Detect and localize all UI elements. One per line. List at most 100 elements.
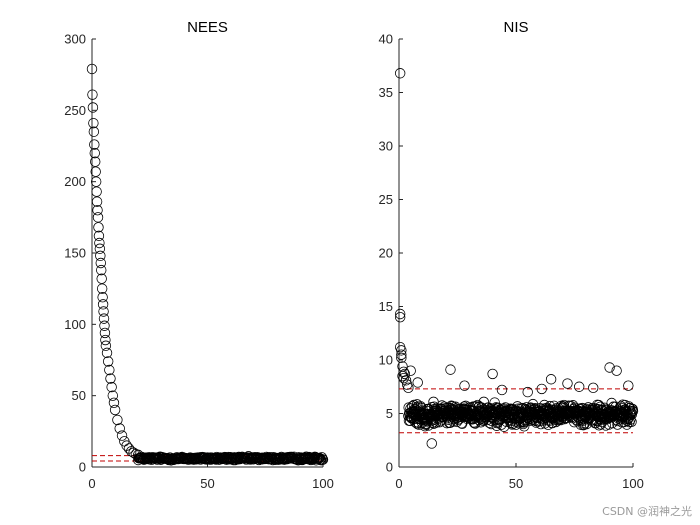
data-point bbox=[394, 308, 406, 320]
data-point bbox=[396, 345, 407, 356]
data-point bbox=[90, 166, 101, 177]
data-point bbox=[112, 414, 123, 426]
data-point bbox=[92, 212, 104, 223]
data-point bbox=[100, 340, 112, 351]
data-point bbox=[445, 364, 456, 375]
watermark: CSDN @润神之光 bbox=[602, 505, 692, 518]
x-tick-label: 100 bbox=[622, 476, 644, 491]
data-point bbox=[562, 378, 573, 389]
data-point bbox=[93, 222, 104, 233]
x-tick-label: 50 bbox=[200, 476, 214, 491]
y-tick-label: 30 bbox=[379, 139, 393, 154]
data-point bbox=[96, 283, 108, 294]
data-point bbox=[94, 243, 106, 254]
data-point bbox=[96, 273, 107, 284]
data-point bbox=[105, 373, 116, 384]
data-point bbox=[623, 380, 634, 391]
data-point bbox=[626, 416, 637, 427]
data-point bbox=[604, 362, 615, 373]
y-tick-label: 200 bbox=[64, 174, 86, 189]
chart-title: NIS bbox=[503, 19, 528, 36]
data-point bbox=[536, 383, 547, 395]
data-point bbox=[405, 365, 416, 376]
data-point bbox=[412, 377, 423, 388]
data-point bbox=[100, 334, 111, 346]
data-point bbox=[104, 364, 115, 376]
data-point bbox=[96, 264, 107, 276]
data-point bbox=[93, 230, 105, 242]
data-point bbox=[109, 404, 121, 416]
data-point bbox=[94, 237, 105, 249]
y-tick-label: 10 bbox=[379, 353, 393, 368]
data-point bbox=[588, 382, 599, 394]
data-point bbox=[400, 375, 412, 386]
data-point bbox=[116, 430, 128, 441]
data-point bbox=[97, 292, 108, 303]
data-point bbox=[627, 405, 639, 417]
data-point bbox=[403, 382, 414, 394]
data-point bbox=[573, 381, 585, 392]
y-tick-label: 50 bbox=[72, 388, 86, 403]
data-point bbox=[496, 384, 508, 396]
data-point bbox=[416, 402, 427, 414]
data-point bbox=[89, 147, 100, 159]
data-point bbox=[459, 380, 470, 391]
data-point bbox=[398, 372, 409, 384]
data-point bbox=[498, 421, 510, 432]
y-tick-label: 150 bbox=[64, 246, 86, 261]
data-point bbox=[101, 347, 113, 359]
data-point bbox=[108, 397, 120, 409]
data-point bbox=[399, 368, 411, 380]
data-point bbox=[396, 349, 407, 360]
data-point bbox=[88, 126, 100, 137]
data-point bbox=[92, 204, 103, 216]
data-point bbox=[99, 320, 110, 331]
y-tick-label: 25 bbox=[379, 192, 393, 207]
data-point bbox=[522, 386, 533, 398]
y-tick-label: 5 bbox=[386, 406, 393, 421]
data-point bbox=[90, 156, 101, 167]
data-point bbox=[98, 313, 110, 324]
y-tick-label: 0 bbox=[79, 460, 86, 475]
data-point bbox=[89, 139, 100, 150]
data-point bbox=[91, 196, 103, 207]
nees-plot: 0 50 100 150 200 250 300 0 50 100 NEES bbox=[64, 19, 334, 491]
y-tick-label: 15 bbox=[379, 299, 393, 314]
y-tick-label: 300 bbox=[64, 32, 86, 47]
data-point bbox=[99, 327, 111, 339]
data-point bbox=[90, 176, 102, 187]
data-point bbox=[107, 390, 118, 401]
chart-title: NEES bbox=[187, 19, 228, 36]
y-tick-label: 20 bbox=[379, 246, 393, 261]
data-point bbox=[95, 250, 106, 262]
data-point bbox=[545, 374, 557, 385]
data-point bbox=[396, 352, 407, 364]
data-point bbox=[317, 454, 329, 465]
x-tick-label: 0 bbox=[88, 476, 95, 491]
x-tick-label: 100 bbox=[312, 476, 334, 491]
data-point bbox=[487, 368, 498, 380]
y-tick-label: 40 bbox=[379, 32, 393, 47]
data-point bbox=[394, 68, 406, 79]
nis-plot: 0 5 10 15 20 25 30 35 40 0 50 100 NIS bbox=[379, 19, 644, 491]
data-point bbox=[88, 117, 99, 129]
data-point bbox=[97, 299, 109, 310]
data-point bbox=[87, 89, 98, 100]
data-point bbox=[426, 438, 437, 449]
data-point bbox=[95, 257, 106, 269]
x-tick-label: 0 bbox=[395, 476, 402, 491]
data-point bbox=[394, 312, 406, 323]
data-point bbox=[273, 454, 284, 466]
data-point bbox=[114, 423, 125, 434]
data-point bbox=[87, 102, 99, 113]
data-point bbox=[102, 356, 114, 367]
y-tick-label: 100 bbox=[64, 317, 86, 332]
y-tick-label: 250 bbox=[64, 103, 86, 118]
data-point bbox=[611, 365, 622, 376]
y-tick-label: 35 bbox=[379, 85, 393, 100]
y-tick-label: 0 bbox=[386, 460, 393, 475]
x-tick-label: 50 bbox=[509, 476, 523, 491]
data-point bbox=[106, 381, 117, 393]
data-point bbox=[86, 63, 98, 75]
